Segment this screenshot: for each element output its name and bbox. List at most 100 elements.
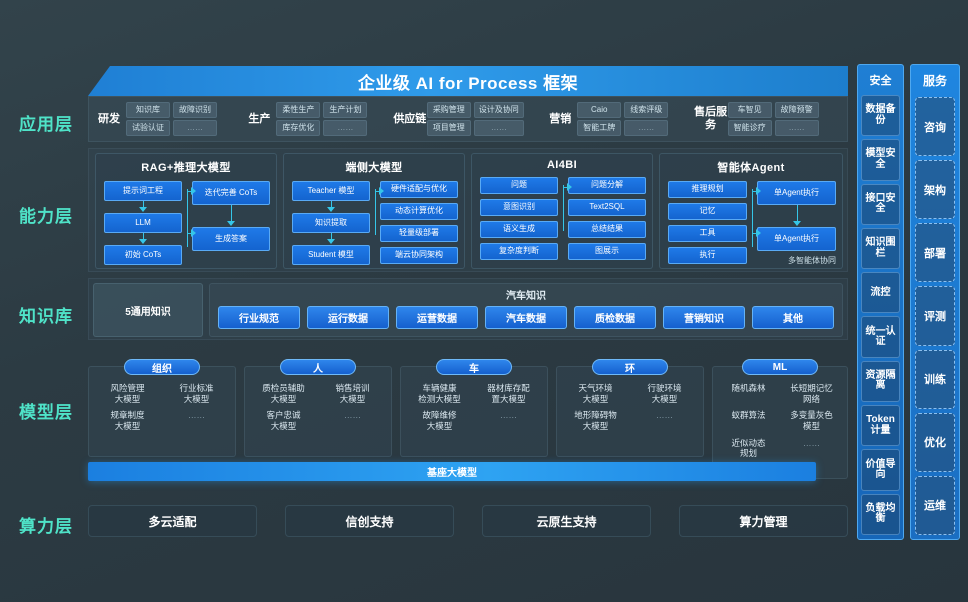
security-item[interactable]: 接口安全: [861, 183, 900, 225]
security-item[interactable]: 数据备份: [861, 95, 900, 137]
model-item[interactable]: 天气环境 大模型: [578, 383, 613, 404]
capability-right-box[interactable]: 生成答案: [192, 227, 270, 251]
knowledge-chip[interactable]: 行业规范: [218, 306, 300, 329]
model-item[interactable]: 近似动态 规划: [731, 437, 766, 459]
model-group-pill[interactable]: 人: [280, 359, 356, 375]
application-chip[interactable]: ……: [624, 120, 669, 136]
capability-left-box[interactable]: Student 模型: [292, 245, 370, 265]
model-item[interactable]: 行驶环境 大模型: [647, 383, 682, 404]
model-group-pill[interactable]: ML: [742, 359, 818, 375]
security-item[interactable]: 模型安全: [861, 139, 900, 181]
model-item[interactable]: 风险管理 大模型: [110, 383, 145, 404]
application-chip[interactable]: 生产计划: [323, 102, 368, 118]
security-item[interactable]: 知识围栏: [861, 227, 900, 270]
application-chip[interactable]: 故障预警: [774, 102, 819, 118]
model-item[interactable]: 地形障碍物 大模型: [574, 410, 617, 431]
capability-right-box[interactable]: 图展示: [568, 243, 646, 260]
security-item[interactable]: 流控: [861, 272, 900, 314]
knowledge-chip[interactable]: 汽车数据: [485, 306, 567, 329]
service-item[interactable]: 评测: [915, 286, 955, 346]
model-group-pill[interactable]: 组织: [124, 359, 200, 375]
compute-chip[interactable]: 云原生支持: [482, 505, 651, 537]
capability-left-box[interactable]: 执行: [668, 247, 747, 264]
application-chip[interactable]: Caio: [577, 102, 622, 118]
security-item[interactable]: 负载均衡: [861, 493, 900, 535]
knowledge-chip[interactable]: 运营数据: [396, 306, 478, 329]
model-item[interactable]: ……: [656, 410, 673, 421]
application-chip[interactable]: 线索评级: [624, 102, 669, 118]
capability-right-box[interactable]: 问题分解: [568, 177, 646, 194]
capability-right-box[interactable]: 单Agent执行: [757, 227, 836, 251]
capability-left-box[interactable]: Teacher 模型: [292, 181, 370, 201]
capability-right-box[interactable]: 轻量级部署: [380, 225, 458, 242]
compute-chip[interactable]: 算力管理: [679, 505, 848, 537]
model-item[interactable]: 客户忠诚 大模型: [266, 410, 301, 431]
model-item[interactable]: ……: [344, 410, 361, 421]
model-item[interactable]: 长短期记忆 网络: [790, 383, 833, 404]
application-chip[interactable]: ……: [774, 120, 819, 136]
application-chip[interactable]: ……: [323, 120, 368, 136]
model-item[interactable]: 行业标准 大模型: [179, 383, 214, 404]
capability-left-box[interactable]: 复杂度判断: [480, 243, 558, 260]
application-chip[interactable]: ……: [473, 120, 524, 136]
model-item[interactable]: 器材库存配 置大模型: [487, 383, 530, 404]
compute-chip[interactable]: 多云适配: [88, 505, 257, 537]
capability-left-box[interactable]: 工具: [668, 225, 747, 242]
model-item[interactable]: 故障维修 大模型: [422, 410, 457, 431]
knowledge-chip[interactable]: 质检数据: [574, 306, 656, 329]
capability-left-box[interactable]: 初始 CoTs: [104, 245, 182, 265]
model-group-pill[interactable]: 环: [592, 359, 668, 375]
service-item[interactable]: 咨询: [915, 97, 955, 157]
model-item[interactable]: 质检员辅助 大模型: [262, 383, 305, 404]
capability-left-box[interactable]: 记忆: [668, 203, 747, 220]
service-item[interactable]: 优化: [915, 412, 955, 472]
capability-left-box[interactable]: 提示词工程: [104, 181, 182, 201]
application-chip[interactable]: 试验认证: [126, 120, 170, 136]
capability-right-box[interactable]: 动态计算优化: [380, 203, 458, 220]
model-item[interactable]: 车辆健康 检测大模型: [418, 383, 461, 404]
model-item[interactable]: 随机森林: [731, 383, 766, 393]
capability-left-box[interactable]: 意图识别: [480, 199, 558, 216]
capability-right-box[interactable]: 迭代完善 CoTs: [192, 181, 270, 205]
model-item[interactable]: ……: [803, 437, 820, 448]
application-chip[interactable]: 设计及协同: [473, 102, 524, 118]
model-group-pill[interactable]: 车: [436, 359, 512, 375]
application-chip[interactable]: 库存优化: [276, 120, 321, 136]
application-chip[interactable]: 采购管理: [426, 102, 471, 118]
service-item[interactable]: 运维: [915, 475, 955, 535]
model-item[interactable]: ……: [188, 410, 205, 421]
capability-left-box[interactable]: 问题: [480, 177, 558, 194]
capability-left-box[interactable]: 推理规划: [668, 181, 747, 198]
capability-right-box[interactable]: 单Agent执行: [757, 181, 836, 205]
capability-right-box[interactable]: 端云协同架构: [380, 247, 458, 264]
capability-left-box[interactable]: LLM: [104, 213, 182, 233]
application-chip[interactable]: 智能工牌: [577, 120, 622, 136]
knowledge-chip[interactable]: 营销知识: [663, 306, 745, 329]
security-item[interactable]: Token计量: [861, 405, 900, 447]
service-item[interactable]: 训练: [915, 349, 955, 409]
application-chip[interactable]: 故障识别: [173, 102, 217, 118]
security-item[interactable]: 统一认证: [861, 316, 900, 358]
model-item[interactable]: 规章制度 大模型: [110, 410, 145, 431]
model-item[interactable]: 蚁群算法: [731, 410, 766, 421]
knowledge-chip[interactable]: 其他: [752, 306, 834, 329]
model-item[interactable]: 多变量灰色 模型: [790, 410, 833, 431]
security-item[interactable]: 价值导向: [861, 449, 900, 491]
capability-left-box[interactable]: 知识提取: [292, 213, 370, 233]
compute-chip[interactable]: 信创支持: [285, 505, 454, 537]
service-item[interactable]: 部署: [915, 223, 955, 283]
capability-right-box[interactable]: 总结结果: [568, 221, 646, 238]
application-chip[interactable]: 项目管理: [426, 120, 471, 136]
model-item[interactable]: 销售培训 大模型: [335, 383, 370, 404]
model-item[interactable]: ……: [500, 410, 517, 421]
application-chip[interactable]: 车智见: [727, 102, 772, 118]
application-chip[interactable]: 智能诊疗: [727, 120, 772, 136]
capability-right-box[interactable]: Text2SQL: [568, 199, 646, 216]
security-item[interactable]: 资源隔离: [861, 360, 900, 403]
capability-left-box[interactable]: 语义生成: [480, 221, 558, 238]
application-chip[interactable]: ……: [173, 120, 217, 136]
application-chip[interactable]: 柔性生产: [276, 102, 321, 118]
knowledge-chip[interactable]: 运行数据: [307, 306, 389, 329]
service-item[interactable]: 架构: [915, 160, 955, 220]
application-chip[interactable]: 知识库: [126, 102, 170, 118]
